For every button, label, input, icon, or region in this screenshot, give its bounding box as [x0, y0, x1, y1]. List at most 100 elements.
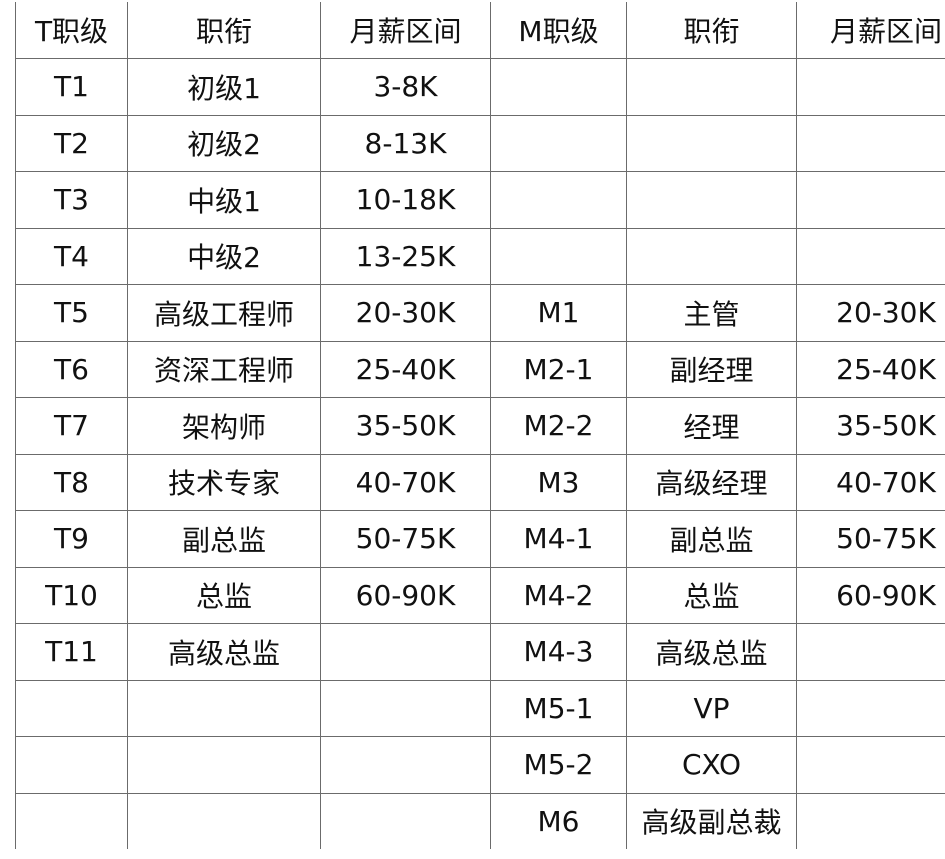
cell-t-title: 高级总监: [127, 623, 321, 681]
cell-m-title: 高级总监: [626, 623, 797, 681]
cell-t-salary: 10-18K: [320, 171, 491, 229]
table-row: M5-2 CXO: [15, 736, 945, 794]
cell-t-salary: 50-75K: [320, 510, 491, 568]
cell-m-salary: [796, 171, 945, 229]
cell-t-level: T7: [15, 397, 128, 455]
cell-t-title: 中级1: [127, 171, 321, 229]
cell-t-salary: 20-30K: [320, 284, 491, 342]
header-t-title: 职衔: [127, 2, 321, 59]
cell-m-level: M4-3: [490, 623, 627, 681]
cell-m-title: 副经理: [626, 340, 797, 398]
cell-t-level: T2: [15, 114, 128, 172]
cell-m-level: M5-1: [490, 679, 627, 737]
cell-m-title: [626, 171, 797, 229]
cell-t-salary: 8-13K: [320, 114, 491, 172]
cell-t-salary: 25-40K: [320, 340, 491, 398]
cell-m-level: M2-1: [490, 340, 627, 398]
cell-m-salary: 50-75K: [796, 510, 945, 568]
cell-t-level: T11: [15, 623, 128, 681]
header-t-salary: 月薪区间: [320, 2, 491, 59]
cell-t-level: [15, 679, 128, 737]
cell-m-salary: 20-30K: [796, 284, 945, 342]
cell-m-title: VP: [626, 679, 797, 737]
cell-m-level: M2-2: [490, 397, 627, 455]
table-row: M6 高级副总裁: [15, 792, 945, 849]
cell-t-salary: 60-90K: [320, 566, 491, 624]
header-t-level: T职级: [15, 2, 128, 59]
cell-m-salary: 35-50K: [796, 397, 945, 455]
cell-m-title: [626, 227, 797, 285]
table-row: T9 副总监 50-75K M4-1 副总监 50-75K: [15, 510, 945, 568]
cell-t-level: T1: [15, 58, 128, 116]
cell-t-title: 技术专家: [127, 453, 321, 511]
cell-t-title: 总监: [127, 566, 321, 624]
cell-m-salary: [796, 679, 945, 737]
table-row: T1 初级1 3-8K: [15, 58, 945, 116]
cell-m-level: M6: [490, 792, 627, 849]
cell-m-title: 副总监: [626, 510, 797, 568]
cell-t-salary: 3-8K: [320, 58, 491, 116]
cell-t-salary: [320, 623, 491, 681]
cell-t-salary: 13-25K: [320, 227, 491, 285]
cell-t-level: T3: [15, 171, 128, 229]
cell-t-salary: [320, 736, 491, 794]
cell-t-level: T4: [15, 227, 128, 285]
header-m-level: M职级: [490, 2, 627, 59]
cell-t-salary: [320, 792, 491, 849]
cell-m-salary: [796, 623, 945, 681]
cell-t-level: T8: [15, 453, 128, 511]
cell-m-salary: [796, 227, 945, 285]
cell-t-level: T9: [15, 510, 128, 568]
cell-m-title: [626, 114, 797, 172]
cell-m-level: M4-1: [490, 510, 627, 568]
cell-t-title: [127, 679, 321, 737]
cell-t-title: 资深工程师: [127, 340, 321, 398]
cell-m-title: CXO: [626, 736, 797, 794]
cell-t-level: T6: [15, 340, 128, 398]
cell-m-salary: [796, 114, 945, 172]
table-row: T4 中级2 13-25K: [15, 227, 945, 285]
table-row: T3 中级1 10-18K: [15, 171, 945, 229]
table-row: T7 架构师 35-50K M2-2 经理 35-50K: [15, 397, 945, 455]
salary-grade-table: T职级 职衔 月薪区间 M职级 职衔 月薪区间 T1 初级1 3-8K T2 初级2 8-…: [15, 2, 945, 849]
cell-m-salary: [796, 736, 945, 794]
cell-m-title: 高级经理: [626, 453, 797, 511]
cell-m-level: [490, 171, 627, 229]
header-m-title: 职衔: [626, 2, 797, 59]
cell-m-level: M5-2: [490, 736, 627, 794]
cell-t-salary: 35-50K: [320, 397, 491, 455]
header-m-salary: 月薪区间: [796, 2, 945, 59]
cell-m-level: [490, 227, 627, 285]
table-row: T11 高级总监 M4-3 高级总监: [15, 623, 945, 681]
table-row: T2 初级2 8-13K: [15, 114, 945, 172]
cell-t-title: 中级2: [127, 227, 321, 285]
cell-t-salary: [320, 679, 491, 737]
cell-t-level: [15, 792, 128, 849]
cell-m-level: [490, 114, 627, 172]
cell-m-title: [626, 58, 797, 116]
cell-t-title: 高级工程师: [127, 284, 321, 342]
cell-t-title: 副总监: [127, 510, 321, 568]
cell-t-level: T5: [15, 284, 128, 342]
table-row: T10 总监 60-90K M4-2 总监 60-90K: [15, 566, 945, 624]
table-row: T5 高级工程师 20-30K M1 主管 20-30K: [15, 284, 945, 342]
cell-t-title: 初级1: [127, 58, 321, 116]
cell-m-level: [490, 58, 627, 116]
table-row: T8 技术专家 40-70K M3 高级经理 40-70K: [15, 453, 945, 511]
cell-m-salary: 40-70K: [796, 453, 945, 511]
cell-m-salary: [796, 792, 945, 849]
cell-t-salary: 40-70K: [320, 453, 491, 511]
cell-m-salary: 60-90K: [796, 566, 945, 624]
cell-m-salary: 25-40K: [796, 340, 945, 398]
cell-m-level: M4-2: [490, 566, 627, 624]
cell-m-level: M1: [490, 284, 627, 342]
cell-m-level: M3: [490, 453, 627, 511]
cell-m-title: 经理: [626, 397, 797, 455]
cell-t-title: [127, 736, 321, 794]
cell-t-level: [15, 736, 128, 794]
cell-m-salary: [796, 58, 945, 116]
cell-t-title: 架构师: [127, 397, 321, 455]
table-row: M5-1 VP: [15, 679, 945, 737]
cell-t-level: T10: [15, 566, 128, 624]
cell-m-title: 主管: [626, 284, 797, 342]
